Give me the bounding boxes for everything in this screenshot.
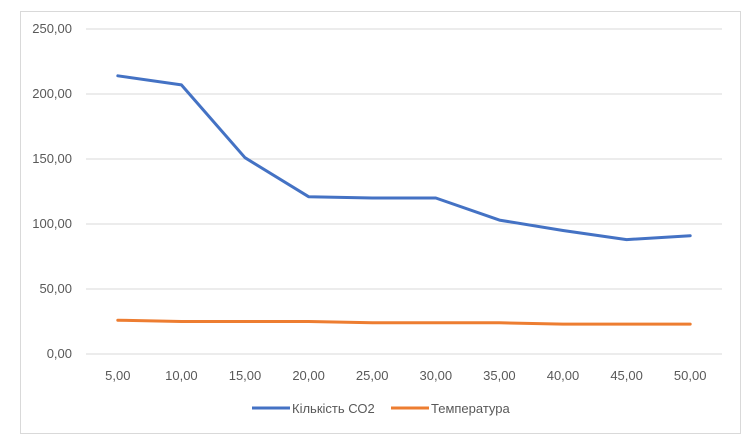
y-tick-label: 200,00 [32, 86, 72, 101]
series-line-temperature [116, 318, 692, 326]
data-point [689, 235, 691, 237]
data-point [371, 197, 373, 199]
x-tick-label: 50,00 [674, 368, 707, 383]
y-tick-label: 250,00 [32, 21, 72, 36]
x-tick-label: 20,00 [292, 368, 325, 383]
data-point [308, 321, 310, 322]
data-point [244, 157, 246, 159]
x-tick-label: 25,00 [356, 368, 389, 383]
data-point [562, 230, 564, 231]
legend-label-temperature: Температура [431, 401, 511, 416]
data-point [117, 319, 119, 321]
data-point [371, 322, 373, 324]
data-point [180, 84, 182, 86]
data-point [626, 239, 628, 241]
y-axis-tick-labels: 0,00 50,00 100,00 150,00 200,00 250,00 [32, 21, 72, 361]
data-point [562, 323, 564, 325]
x-tick-label: 5,00 [105, 368, 130, 383]
legend: Кількість СО2 Температура [252, 401, 511, 416]
x-tick-label: 15,00 [229, 368, 262, 383]
y-tick-label: 150,00 [32, 151, 72, 166]
data-point [498, 322, 500, 324]
x-tick-label: 45,00 [610, 368, 643, 383]
y-tick-label: 50,00 [39, 281, 72, 296]
x-tick-label: 30,00 [420, 368, 453, 383]
gridlines [86, 28, 722, 355]
chart-area [20, 11, 741, 434]
series-line-co2 [116, 74, 692, 242]
y-tick-label: 0,00 [47, 346, 72, 361]
data-point [244, 321, 246, 322]
data-point [117, 75, 119, 77]
data-point [308, 196, 310, 198]
series-lines [116, 74, 692, 326]
data-point [435, 197, 437, 199]
legend-label-co2: Кількість СО2 [292, 401, 375, 416]
data-point [435, 322, 437, 324]
data-point [689, 323, 691, 325]
data-point [626, 323, 628, 325]
data-point [498, 219, 500, 221]
x-tick-label: 10,00 [165, 368, 198, 383]
data-point [180, 321, 182, 322]
y-tick-label: 100,00 [32, 216, 72, 231]
x-axis-tick-labels: 5,00 10,00 15,00 20,00 25,00 30,00 35,00 40,00 4… [105, 368, 706, 383]
x-tick-label: 35,00 [483, 368, 516, 383]
x-tick-label: 40,00 [547, 368, 580, 383]
